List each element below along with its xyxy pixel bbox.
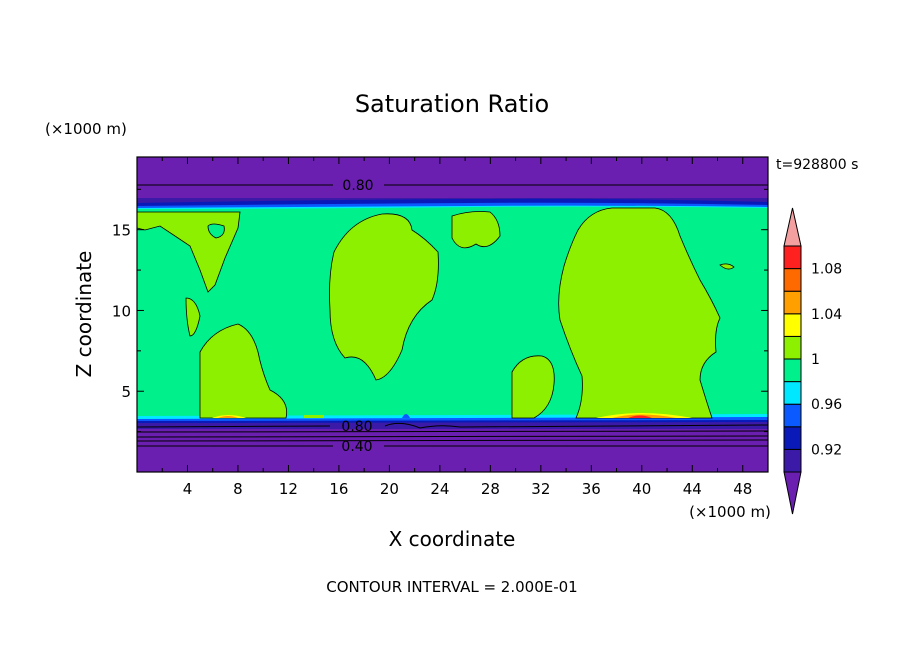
x-tick-label: 24	[430, 480, 449, 498]
x-tick-label: 12	[279, 480, 298, 498]
max-left-orange	[218, 416, 238, 418]
x-tick-label: 4	[183, 480, 193, 498]
plot-frame	[136, 156, 769, 473]
contour-050	[137, 439, 768, 442]
x-tick-label: 36	[582, 480, 601, 498]
footer-note: CONTOUR INTERVAL = 2.000E-01	[326, 578, 577, 596]
colorbar-swatch	[783, 245, 802, 270]
y-axis: 5 10 15	[112, 188, 768, 433]
colorbar-tick-label: 0.92	[811, 442, 842, 458]
colorbar: 1.08 1.04 1 0.96 0.92	[783, 207, 842, 515]
x-tick-label: 48	[733, 480, 752, 498]
x-axis: 4 8 12 16 20 24 28 32 36 40 44 48	[161, 157, 752, 498]
colorbar-swatch	[783, 335, 802, 360]
colorbar-tick-label: 1.04	[811, 307, 842, 323]
colorbar-swatch	[783, 403, 802, 428]
colorbar-tick-label: 0.96	[811, 397, 842, 413]
x-unit-label: (×1000 m)	[689, 503, 771, 521]
contour-label-040: 0.40	[341, 439, 372, 455]
plot-area	[137, 157, 768, 472]
base-dip	[402, 414, 410, 418]
colorbar-swatch	[783, 448, 802, 473]
y-tick-label: 5	[121, 383, 131, 401]
colorbar-max-triangle	[783, 207, 802, 247]
contour-060	[137, 435, 768, 438]
contour-080-lower-right	[384, 422, 768, 429]
contour-070	[137, 430, 768, 433]
colorbar-tick-label: 1.08	[811, 262, 842, 278]
max-right-red	[628, 415, 652, 418]
colorbar-swatch	[783, 313, 802, 337]
colorbar-tick-label: 1	[811, 352, 820, 368]
y-axis-label: Z coordinate	[72, 251, 96, 378]
x-tick-label: 20	[380, 480, 399, 498]
patch-sliver	[304, 415, 324, 418]
x-tick-label: 44	[683, 480, 702, 498]
colorbar-min-triangle	[783, 471, 802, 515]
patch-small-left	[185, 297, 201, 337]
y-unit-label: (×1000 m)	[45, 120, 127, 138]
y-tick-label: 10	[112, 302, 131, 320]
patch-center-lower	[511, 355, 555, 419]
patch-center-top	[451, 211, 501, 249]
lower-band-092	[137, 422, 768, 429]
colorbar-swatch	[783, 358, 802, 383]
contour-label-080-upper: 0.80	[342, 178, 373, 194]
patch-lower-left	[199, 323, 288, 419]
colorbar-swatch	[783, 268, 802, 292]
patch-center	[329, 213, 439, 381]
y-tick-label: 15	[112, 222, 131, 240]
patch-hole	[207, 223, 225, 239]
x-axis-label: X coordinate	[389, 527, 516, 551]
contour-label-080-lower: 0.80	[341, 419, 372, 435]
patch-far-right	[719, 263, 735, 270]
x-tick-label: 28	[481, 480, 500, 498]
x-tick-label: 40	[632, 480, 651, 498]
x-tick-label: 32	[531, 480, 550, 498]
colorbar-swatch	[783, 290, 802, 315]
chart-title: Saturation Ratio	[355, 90, 549, 118]
patch-right	[558, 207, 721, 419]
contour-080-lower-left	[137, 425, 331, 428]
time-label: t=928800 s	[776, 157, 858, 173]
x-tick-label: 16	[329, 480, 348, 498]
colorbar-swatch	[783, 381, 802, 405]
x-tick-label: 8	[233, 480, 243, 498]
colorbar-swatch	[783, 426, 802, 450]
